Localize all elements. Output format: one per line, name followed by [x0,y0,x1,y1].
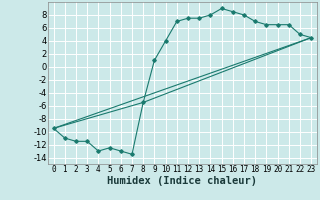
X-axis label: Humidex (Indice chaleur): Humidex (Indice chaleur) [108,176,257,186]
